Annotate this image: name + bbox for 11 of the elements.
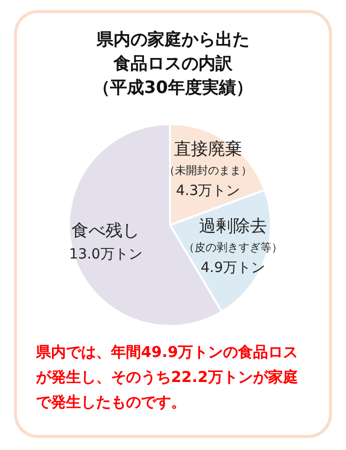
data-label: 13.0万トン [69, 246, 142, 262]
data-label: 4.9万トン [200, 260, 265, 276]
chart-subtitle: （平成30年度実績） [92, 77, 254, 100]
chart-title: 県内の家庭から出た食品ロスの内訳 [96, 29, 250, 76]
text: （未開封のまま） [164, 164, 252, 178]
data-label: 4.3万トン [176, 182, 240, 199]
text: （皮の剥きすぎ等） [183, 241, 282, 254]
text: 県内では、年間49.9万トンの食品ロスが発生し、そのうち22.2万トンが家庭で発生したものです。 [36, 342, 298, 413]
slice-label: 直接廃棄 [174, 140, 242, 160]
slice-label: 過剰除去 [198, 216, 267, 237]
slice-label: 食べ残し [72, 221, 140, 242]
